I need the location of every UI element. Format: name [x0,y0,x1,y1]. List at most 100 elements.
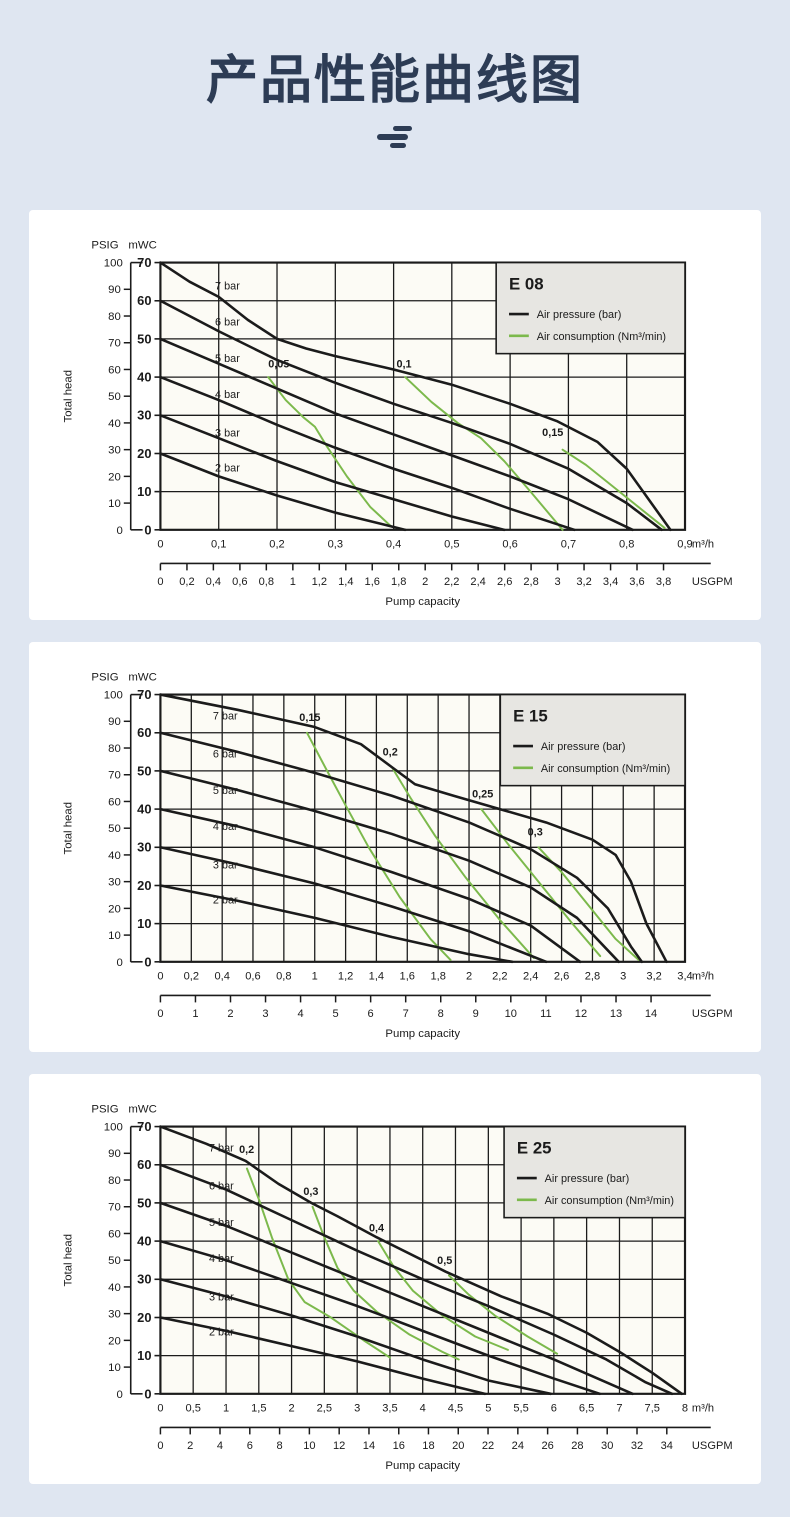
svg-text:50: 50 [137,1195,151,1210]
svg-text:7 bar: 7 bar [215,280,240,292]
svg-text:1,8: 1,8 [430,971,445,983]
total-head-label: Total head [62,1234,74,1287]
x-axis-usgpm: 0 1 2 3 4 5 6 7 8 9 10 11 12 13 14 USGPM [157,994,733,1020]
svg-text:Air consumption (Nm³/min): Air consumption (Nm³/min) [537,331,666,343]
svg-text:USGPM: USGPM [692,576,733,588]
svg-text:mWC: mWC [128,672,156,684]
svg-text:2,2: 2,2 [444,576,459,588]
chart-card-e25: 7 bar 6 bar 5 bar 4 bar 3 bar 2 bar 0,2 0,3 0,4 0… [29,1074,761,1484]
svg-text:m³/h: m³/h [692,971,714,983]
svg-text:10: 10 [108,498,121,510]
svg-text:Air consumption (Nm³/min): Air consumption (Nm³/min) [541,763,670,775]
svg-text:m³/h: m³/h [692,1403,714,1415]
svg-text:0,05: 0,05 [268,358,289,370]
svg-text:2: 2 [227,1008,233,1020]
title-underline-decoration [365,125,425,148]
performance-chart-e08: 7 bar 6 bar 5 bar 4 bar 3 bar 2 bar 0,05 0,1 0,1… [62,240,733,608]
svg-text:6 bar: 6 bar [213,749,238,761]
svg-text:60: 60 [137,293,151,308]
svg-text:28: 28 [571,1440,583,1452]
svg-text:40: 40 [108,1282,121,1294]
svg-text:10: 10 [137,484,151,499]
svg-text:13: 13 [610,1008,622,1020]
svg-text:90: 90 [108,1148,121,1160]
mwc-axis: mWC 70 60 50 40 30 20 10 0 [128,672,160,969]
svg-text:0,5: 0,5 [444,539,459,551]
chart-card-e08: 7 bar 6 bar 5 bar 4 bar 3 bar 2 bar 0,05 0,1 0,1… [29,210,761,620]
svg-text:1,2: 1,2 [312,576,327,588]
svg-text:70: 70 [108,770,121,782]
svg-text:Air pressure (bar): Air pressure (bar) [537,309,622,321]
svg-text:7: 7 [403,1008,409,1020]
svg-text:20: 20 [108,903,121,915]
svg-text:0,4: 0,4 [369,1222,384,1234]
svg-text:6: 6 [551,1403,557,1415]
svg-text:6 bar: 6 bar [215,317,240,329]
svg-text:80: 80 [108,743,121,755]
svg-text:0,15: 0,15 [299,712,320,724]
svg-text:2: 2 [288,1403,294,1415]
svg-text:0: 0 [116,1389,122,1401]
svg-text:3 bar: 3 bar [209,1291,234,1303]
svg-text:34: 34 [661,1440,673,1452]
svg-text:0,2: 0,2 [179,576,194,588]
pressure-curves [159,1125,684,1396]
svg-text:0,3: 0,3 [528,827,543,839]
svg-text:0,4: 0,4 [206,576,221,588]
svg-text:18: 18 [422,1440,434,1452]
svg-text:0: 0 [157,1440,163,1452]
svg-text:10: 10 [108,1362,121,1374]
svg-text:7,5: 7,5 [645,1403,660,1415]
svg-text:16: 16 [393,1440,405,1452]
svg-text:70: 70 [137,1119,151,1134]
svg-text:1,8: 1,8 [391,576,406,588]
svg-text:30: 30 [108,877,121,889]
svg-text:3 bar: 3 bar [213,859,238,871]
svg-text:10: 10 [137,1348,151,1363]
svg-text:0,5: 0,5 [185,1403,200,1415]
svg-text:0,9: 0,9 [677,539,692,551]
svg-text:26: 26 [541,1440,553,1452]
svg-text:5 bar: 5 bar [213,785,238,797]
svg-text:2: 2 [466,971,472,983]
svg-text:2: 2 [187,1440,193,1452]
svg-text:2,4: 2,4 [523,971,538,983]
svg-text:20: 20 [108,471,121,483]
svg-text:0,1: 0,1 [396,358,411,370]
x-axis-usgpm: 0 2 4 6 8 10 12 14 16 18 20 22 24 26 28 30 32 34 USGPM [157,1426,733,1452]
svg-text:12: 12 [333,1440,345,1452]
svg-text:12: 12 [575,1008,587,1020]
svg-text:60: 60 [108,1228,121,1240]
svg-text:2: 2 [422,576,428,588]
svg-text:0,2: 0,2 [383,747,398,759]
x-axis-m3h: 0 0,5 1 1,5 2 2,5 3 3,5 4 4,5 5 5,5 6 6,5 7 7,5 8 m³/h [157,1403,714,1415]
svg-text:0,7: 0,7 [561,539,576,551]
svg-text:2,6: 2,6 [497,576,512,588]
svg-text:0,3: 0,3 [328,539,343,551]
svg-text:PSIG: PSIG [91,672,118,684]
svg-text:40: 40 [137,802,151,817]
svg-text:100: 100 [104,1122,123,1134]
x-axis-usgpm: 0 0,2 0,4 0,6 0,8 1 1,2 1,4 1,6 1,8 2 2,2 2,4 2,6 2,8 3… [157,562,733,588]
svg-text:10: 10 [137,916,151,931]
pump-capacity-label: Pump capacity [385,1028,460,1040]
svg-text:50: 50 [108,1255,121,1267]
svg-text:PSIG: PSIG [91,240,118,252]
chart-card-e15: 7 bar 6 bar 5 bar 4 bar 3 bar 2 bar 0,15 0,2 0,2… [29,642,761,1052]
svg-text:6: 6 [368,1008,374,1020]
svg-text:0,8: 0,8 [259,576,274,588]
svg-text:USGPM: USGPM [692,1008,733,1020]
svg-text:60: 60 [137,1157,151,1172]
svg-text:50: 50 [137,763,151,778]
svg-text:USGPM: USGPM [692,1440,733,1452]
svg-text:40: 40 [108,850,121,862]
svg-text:14: 14 [645,1008,657,1020]
svg-text:0: 0 [157,539,163,551]
svg-text:3,4: 3,4 [603,576,618,588]
svg-text:5,5: 5,5 [513,1403,528,1415]
svg-text:80: 80 [108,311,121,323]
svg-text:2,8: 2,8 [585,971,600,983]
mwc-axis: mWC 70 60 50 40 30 20 10 0 [128,240,160,537]
